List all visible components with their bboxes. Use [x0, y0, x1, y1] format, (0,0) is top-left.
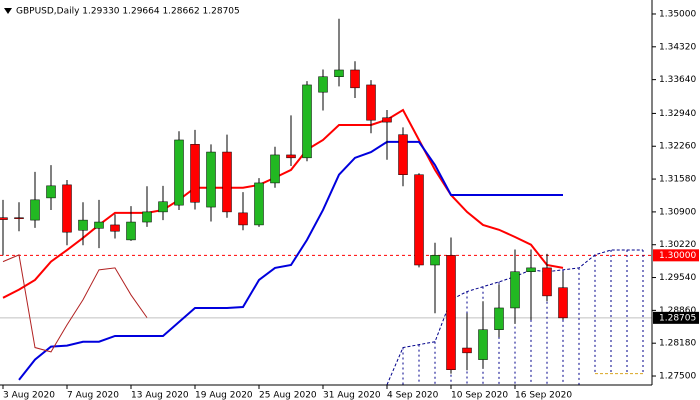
candle-body	[446, 255, 456, 370]
candle-body	[142, 211, 152, 223]
candle-body	[494, 307, 504, 330]
candle-body	[62, 184, 72, 233]
candle-body	[542, 267, 552, 297]
y-tick-label: 1.32260	[659, 142, 696, 152]
price-level-box	[653, 311, 699, 324]
candle-body	[0, 217, 8, 220]
candle-body	[462, 347, 472, 354]
y-tick-label: 1.28180	[659, 339, 696, 349]
y-tick-label: 1.33640	[659, 75, 696, 85]
candle-body	[382, 117, 392, 123]
y-tick-label: 1.32940	[659, 109, 696, 119]
x-tick-label: 4 Sep 2020	[387, 391, 439, 400]
candle-body	[526, 267, 536, 273]
candle-body	[366, 84, 376, 121]
price-level-label: 1.30000	[659, 251, 696, 261]
x-tick-label: 25 Aug 2020	[259, 391, 317, 400]
candle-body	[334, 69, 344, 77]
x-tick-label: 31 Aug 2020	[323, 391, 381, 400]
candle-body	[30, 199, 40, 221]
plot-area	[0, 18, 652, 385]
candle-body	[414, 174, 424, 266]
y-tick-label: 1.35000	[659, 9, 696, 19]
y-tick-label: 1.31580	[659, 175, 696, 185]
y-tick-label: 1.30900	[659, 207, 696, 217]
candle-body	[350, 69, 360, 89]
menu-arrow[interactable]	[4, 8, 12, 14]
candle-body	[558, 287, 568, 319]
price-level-label: 1.28705	[659, 313, 696, 323]
candle-body	[222, 151, 232, 213]
y-tick-label: 1.27500	[659, 372, 696, 382]
candle-body	[270, 154, 280, 184]
y-tick-label: 1.29540	[659, 273, 696, 283]
candle-body	[254, 182, 264, 226]
y-tick-label: 1.30220	[659, 240, 696, 250]
candle-body	[46, 185, 56, 199]
candle-body	[206, 151, 216, 208]
candle-body	[94, 221, 104, 229]
x-tick-label: 16 Sep 2020	[515, 391, 572, 400]
x-tick-label: 19 Aug 2020	[195, 391, 253, 400]
candle-body	[78, 219, 88, 231]
price-level-box	[653, 249, 699, 262]
candle-body	[302, 84, 312, 159]
y-tick-label: 1.34320	[659, 42, 696, 52]
candle-body	[430, 255, 440, 266]
candle-body	[318, 76, 328, 93]
candle-body	[126, 221, 136, 241]
x-tick-label: 13 Aug 2020	[131, 391, 189, 400]
x-tick-label: 10 Sep 2020	[451, 391, 508, 400]
candle-body	[238, 212, 248, 226]
indicator-line	[18, 140, 563, 381]
x-tick-label: 7 Aug 2020	[67, 391, 119, 400]
x-tick-label: 3 Aug 2020	[3, 391, 55, 400]
y-tick-label: 1.28860	[659, 306, 696, 316]
candle-body	[14, 217, 24, 219]
candle-body	[286, 154, 296, 159]
candle-body	[110, 224, 120, 232]
candle-body	[510, 271, 520, 309]
indicator-line	[2, 254, 148, 353]
chart-title: GBPUSD,Daily 1.29330 1.29664 1.28662 1.2…	[16, 7, 240, 17]
candle-body	[158, 201, 168, 213]
candle-body	[478, 329, 488, 360]
candle-body	[190, 144, 200, 203]
candle-body	[174, 139, 184, 206]
candle-body	[398, 134, 408, 175]
